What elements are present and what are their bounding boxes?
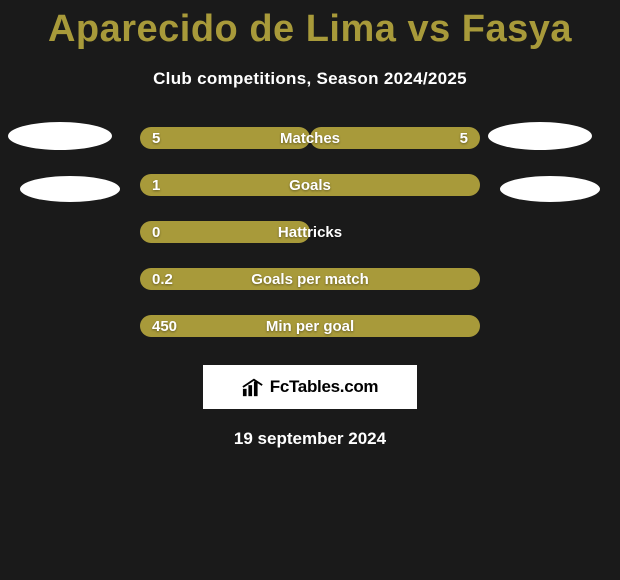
stat-row: 0 Hattricks xyxy=(140,221,480,243)
stat-row: 0.2 Goals per match xyxy=(140,268,480,290)
stat-row: 5 5 Matches xyxy=(140,127,480,149)
value-left: 1 xyxy=(152,177,160,194)
value-left: 5 xyxy=(152,130,160,147)
stat-label: Min per goal xyxy=(266,318,354,335)
value-left: 450 xyxy=(152,318,177,335)
subtitle: Club competitions, Season 2024/2025 xyxy=(0,69,620,89)
decorative-blob xyxy=(488,122,592,150)
comparison-chart: 5 5 Matches 1 Goals 0 Hattricks 0.2 Goals per ma… xyxy=(140,127,480,337)
brand-badge: FcTables.com xyxy=(203,365,417,409)
stat-row: 450 Min per goal xyxy=(140,315,480,337)
stat-label: Goals xyxy=(289,177,331,194)
value-right: 5 xyxy=(460,130,468,147)
date-stamp: 19 september 2024 xyxy=(0,429,620,449)
decorative-blob xyxy=(20,176,120,202)
value-left: 0.2 xyxy=(152,271,173,288)
brand-chart-icon xyxy=(242,377,264,397)
stat-label: Goals per match xyxy=(251,271,369,288)
stat-label: Matches xyxy=(280,130,340,147)
value-left: 0 xyxy=(152,224,160,241)
page-title: Aparecido de Lima vs Fasya xyxy=(0,0,620,51)
stat-row: 1 Goals xyxy=(140,174,480,196)
stat-label: Hattricks xyxy=(278,224,342,241)
decorative-blob xyxy=(8,122,112,150)
decorative-blob xyxy=(500,176,600,202)
brand-text: FcTables.com xyxy=(270,377,379,397)
